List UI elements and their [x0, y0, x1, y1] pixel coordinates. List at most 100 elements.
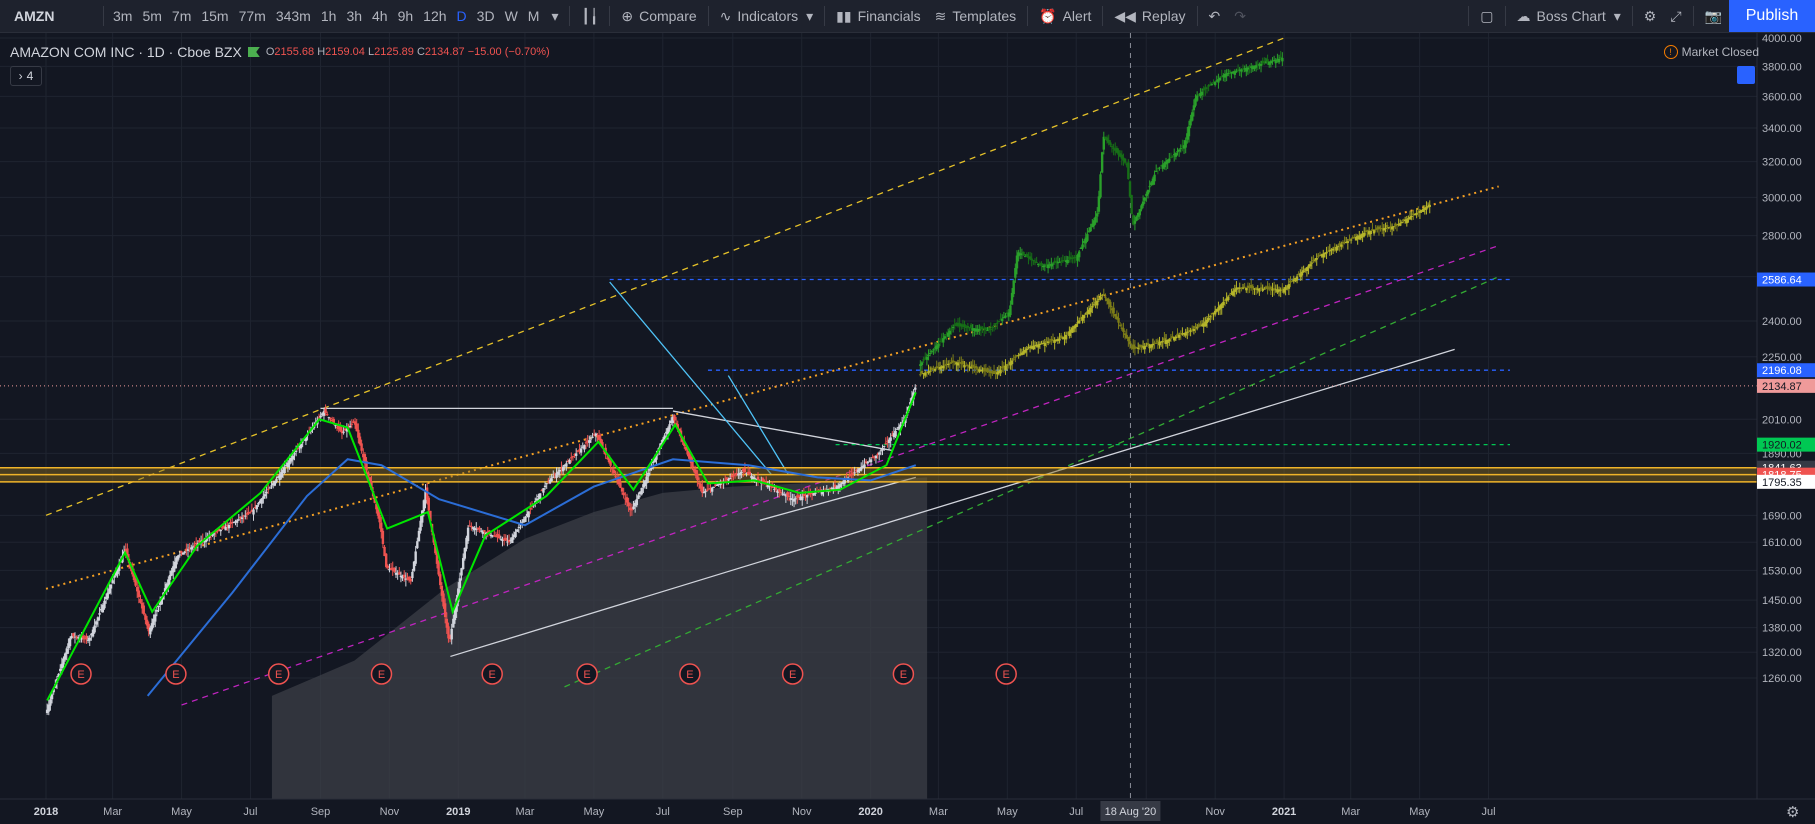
layout-button[interactable]: ☁ Boss Chart ▾ [1510, 0, 1628, 32]
indicators-collapse-button[interactable]: › 4 [10, 66, 42, 86]
green-projection-candle [1199, 92, 1202, 97]
green-projection-candle [1120, 154, 1124, 159]
price-candle [231, 522, 234, 524]
snapshot-button[interactable]: 📷 [1698, 0, 1729, 32]
green-projection-candle [996, 322, 999, 324]
price-candle [529, 508, 532, 510]
price-candle [804, 494, 807, 496]
alert-button[interactable]: ⏰ Alert [1032, 0, 1098, 32]
price-candle [168, 575, 172, 580]
price-candle [353, 421, 357, 425]
chart-style-button[interactable]: ┃╽ [574, 0, 605, 32]
green-projection-candle [981, 327, 984, 330]
green-projection-candle [1123, 158, 1127, 163]
earnings-marker [892, 663, 915, 685]
interval-9h[interactable]: 9h [397, 8, 414, 24]
flag-icon [247, 47, 260, 57]
price-candle [406, 577, 409, 580]
olive-projection-candle [937, 367, 940, 369]
olive-projection-candle [1158, 342, 1161, 346]
interval-1h[interactable]: 1h [320, 8, 337, 24]
expand-button[interactable]: ⤢ [1663, 0, 1688, 32]
replay-button[interactable]: ◀◀ Replay [1107, 0, 1192, 32]
interval-dropdown[interactable]: ▾ [551, 7, 559, 24]
olive-projection-candle [1269, 286, 1273, 290]
olive-projection-candle [1012, 358, 1015, 360]
symbol-search[interactable]: AMZN [14, 8, 55, 24]
redo-button[interactable]: ↷ [1227, 0, 1253, 32]
price-candle [692, 468, 696, 472]
interval-3D[interactable]: 3D [476, 8, 495, 24]
olive-projection-candle [945, 363, 948, 365]
fullscreen-select-button[interactable]: ▢ [1473, 0, 1500, 32]
publish-button[interactable]: Publish [1729, 0, 1815, 32]
olive-projection-candle [1223, 300, 1227, 302]
price-candle [393, 567, 396, 572]
green-projection-candle [1066, 259, 1069, 264]
green-projection-candle [946, 332, 950, 337]
interval-W[interactable]: W [504, 8, 518, 24]
time-tick-label: Jul [1069, 806, 1083, 818]
olive-projection-candle [1138, 344, 1142, 348]
price-candle [270, 485, 273, 487]
olive-projection-candle [999, 369, 1002, 374]
price-candle [596, 435, 599, 437]
interval-7m[interactable]: 7m [171, 8, 192, 24]
price-tick-label: 1260.00 [1762, 673, 1802, 685]
price-chart[interactable]: E E E E E E E E E E 4000.00 3800.00 3600.00 3400.00 32… [0, 33, 1815, 824]
price-candle [841, 481, 845, 485]
price-candle [257, 502, 260, 505]
green-projection-candle [1032, 260, 1035, 262]
templates-button[interactable]: ≋ Templates [928, 0, 1024, 32]
interval-4h[interactable]: 4h [372, 8, 388, 24]
indicators-button[interactable]: ∿ Indicators ▾ [713, 0, 820, 32]
green-projection-candle [1094, 216, 1097, 223]
interval-343m[interactable]: 343m [275, 8, 311, 24]
price-candle [463, 547, 467, 559]
price-candle [774, 486, 778, 490]
price-label-text: 2586.64 [1762, 275, 1802, 287]
olive-projection-candle [1174, 336, 1178, 339]
price-candle [553, 473, 557, 475]
price-candle [835, 486, 838, 490]
price-candle [425, 487, 429, 500]
price-candle [792, 498, 796, 502]
interval-77m[interactable]: 77m [238, 8, 266, 24]
time-tick-label: 2021 [1272, 806, 1296, 818]
olive-projection-candle [1250, 284, 1253, 289]
olive-projection-candle [1001, 366, 1004, 369]
green-projection-candle [922, 359, 925, 361]
price-candle [552, 476, 555, 478]
interval-D[interactable]: D [456, 8, 467, 24]
compare-button[interactable]: ⊕ Compare [614, 0, 703, 32]
settings-button[interactable]: ⚙ [1637, 0, 1664, 32]
olive-projection-candle [1010, 360, 1014, 365]
price-candle [520, 521, 524, 523]
undo-button[interactable]: ↶ [1202, 0, 1228, 32]
olive-projection-candle [919, 374, 922, 376]
olive-projection-candle [930, 367, 933, 371]
interval-3h[interactable]: 3h [346, 8, 363, 24]
price-candle [894, 430, 897, 437]
price-candle [665, 431, 668, 434]
separator [1196, 6, 1198, 26]
price-candle [712, 486, 715, 488]
price-candle [70, 635, 73, 639]
interval-12h[interactable]: 12h [423, 8, 447, 24]
gear-icon[interactable]: ⚙ [1786, 804, 1799, 821]
expand-icon: ⤢ [1670, 7, 1682, 24]
interval-15m[interactable]: 15m [201, 8, 229, 24]
olive-projection-candle [942, 365, 945, 369]
price-candle [484, 532, 488, 535]
financials-button[interactable]: ▮▮ Financials [829, 0, 927, 32]
green-projection-candle [1182, 145, 1186, 149]
interval-5m[interactable]: 5m [142, 8, 162, 24]
separator [1468, 6, 1470, 26]
price-candle [786, 492, 789, 497]
green-projection-candle [1133, 220, 1137, 224]
olive-projection-candle [1320, 254, 1323, 256]
green-projection-candle [1225, 73, 1228, 77]
olive-projection-candle [1390, 226, 1394, 230]
interval-3m[interactable]: 3m [113, 8, 133, 24]
interval-M[interactable]: M [527, 8, 540, 24]
